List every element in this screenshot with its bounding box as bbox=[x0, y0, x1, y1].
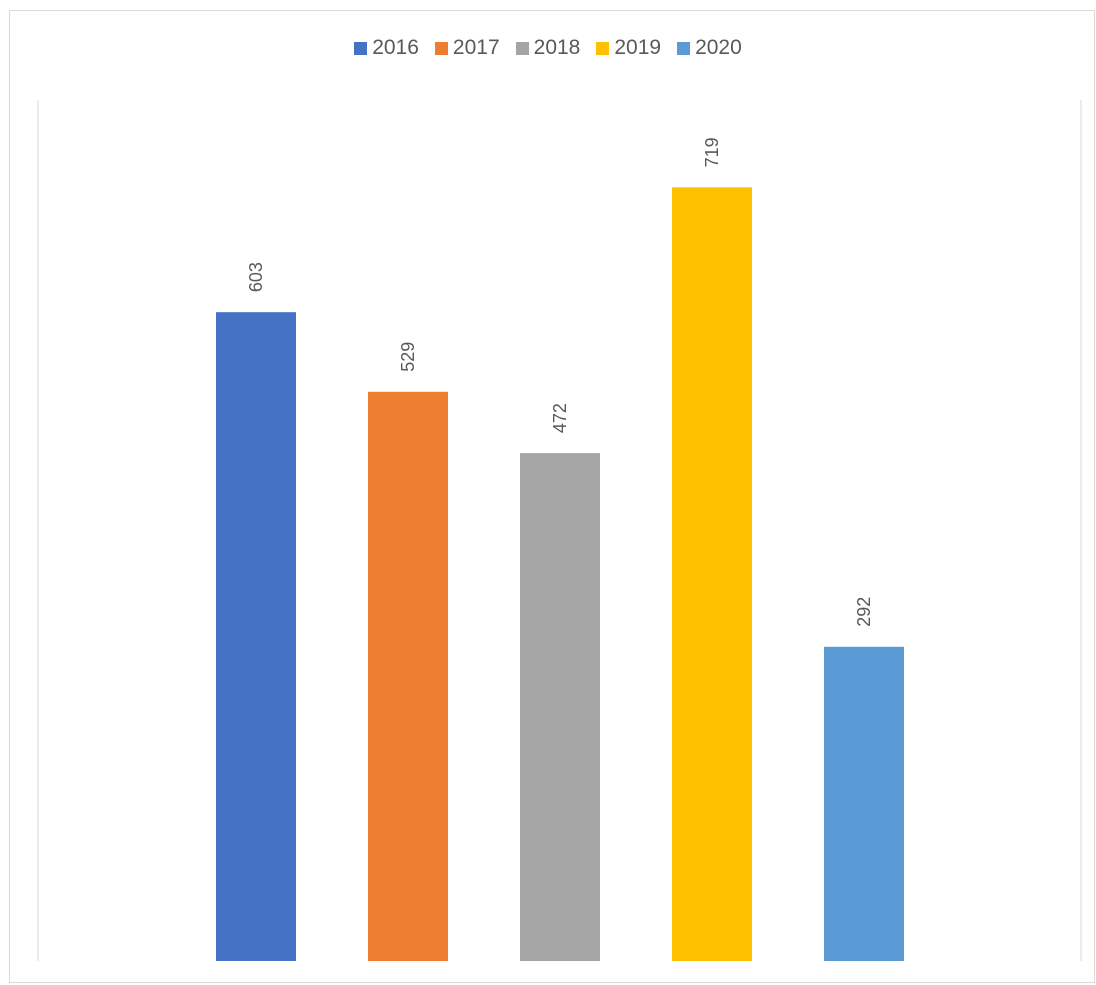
data-label-2016: 603 bbox=[246, 262, 266, 292]
legend: 2016 2017 2018 2019 2020 bbox=[0, 36, 1096, 60]
legend-swatch-2019 bbox=[596, 41, 610, 55]
data-label-2018: 472 bbox=[550, 403, 570, 433]
legend-swatch-2016 bbox=[354, 41, 368, 55]
legend-swatch-2020 bbox=[677, 41, 691, 55]
bar-2018 bbox=[520, 453, 600, 961]
data-label-2019: 719 bbox=[702, 137, 722, 167]
data-label-2020: 292 bbox=[854, 597, 874, 627]
legend-label-2016: 2016 bbox=[372, 36, 419, 59]
legend-label-2017: 2017 bbox=[452, 36, 500, 59]
legend-swatch-2018 bbox=[515, 41, 529, 55]
legend-item-2020: 2020 bbox=[677, 36, 742, 60]
bar-2017 bbox=[368, 391, 448, 961]
data-label-2017: 529 bbox=[398, 342, 418, 372]
bar-2016 bbox=[216, 312, 296, 961]
bar-2019 bbox=[672, 187, 752, 961]
legend-item-2017: 2017 bbox=[434, 36, 500, 60]
legend-item-2018: 2018 bbox=[515, 36, 581, 60]
legend-label-2019: 2019 bbox=[614, 36, 662, 59]
legend-item-2016: 2016 bbox=[354, 36, 419, 60]
legend-label-2018: 2018 bbox=[533, 36, 581, 59]
bar-2020 bbox=[824, 646, 904, 961]
legend-item-2019: 2019 bbox=[596, 36, 661, 60]
legend-swatch-2017 bbox=[434, 41, 448, 55]
legend-label-2020: 2020 bbox=[695, 36, 742, 59]
